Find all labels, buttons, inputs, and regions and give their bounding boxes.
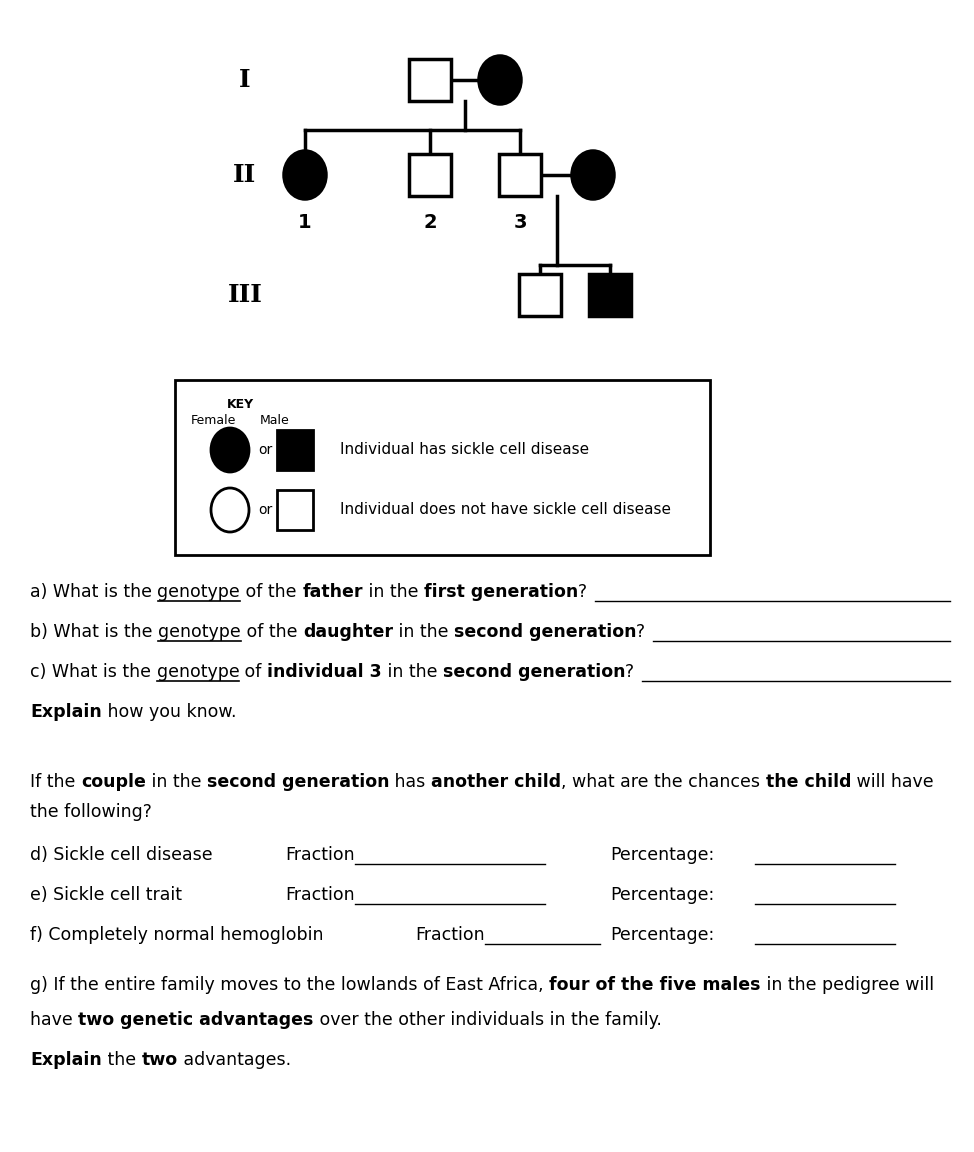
Text: in the: in the — [393, 623, 454, 641]
Bar — [589, 274, 631, 316]
Text: couple: couple — [81, 773, 146, 791]
Bar — [409, 59, 451, 101]
Text: in the: in the — [382, 664, 443, 681]
Text: two genetic advantages: two genetic advantages — [78, 1011, 314, 1029]
Text: genotype: genotype — [157, 664, 240, 681]
Text: or: or — [258, 503, 273, 517]
Text: Explain: Explain — [30, 703, 101, 721]
Text: has: has — [390, 773, 431, 791]
Text: second generation: second generation — [443, 664, 625, 681]
Text: the: the — [101, 1051, 141, 1069]
Text: II: II — [234, 162, 256, 187]
Text: d) Sickle cell disease: d) Sickle cell disease — [30, 846, 212, 864]
Text: genotype: genotype — [158, 583, 241, 601]
Bar — [409, 154, 451, 196]
Ellipse shape — [284, 151, 326, 199]
Text: daughter: daughter — [303, 623, 393, 641]
Bar — [499, 154, 541, 196]
Text: Explain: Explain — [30, 1051, 101, 1069]
Text: in the: in the — [362, 583, 424, 601]
Text: Percentage:: Percentage: — [610, 846, 714, 864]
Text: g) If the entire family moves to the lowlands of East Africa,: g) If the entire family moves to the low… — [30, 976, 549, 994]
Ellipse shape — [211, 429, 249, 472]
Text: Individual does not have sickle cell disease: Individual does not have sickle cell dis… — [340, 502, 671, 517]
Text: of the: of the — [241, 623, 303, 641]
Text: first generation: first generation — [424, 583, 578, 601]
Text: 2: 2 — [423, 213, 436, 232]
Bar — [175, 380, 710, 555]
Text: genotype: genotype — [158, 623, 241, 641]
Text: Percentage:: Percentage: — [610, 886, 714, 904]
Text: have: have — [30, 1011, 78, 1029]
Text: father: father — [302, 583, 362, 601]
Text: the child: the child — [766, 773, 851, 791]
Bar — [277, 490, 313, 530]
Ellipse shape — [572, 151, 614, 199]
Text: will have: will have — [851, 773, 934, 791]
Text: If the: If the — [30, 773, 81, 791]
Text: four of the five males: four of the five males — [549, 976, 761, 994]
Text: Fraction: Fraction — [415, 926, 485, 943]
Text: two: two — [141, 1051, 177, 1069]
Text: b) What is the: b) What is the — [30, 623, 158, 641]
Text: how you know.: how you know. — [101, 703, 237, 721]
Text: in the: in the — [146, 773, 206, 791]
Text: 3: 3 — [513, 213, 527, 232]
Text: in the pedigree will: in the pedigree will — [761, 976, 934, 994]
Text: of: of — [240, 664, 267, 681]
Text: e) Sickle cell trait: e) Sickle cell trait — [30, 886, 182, 904]
Text: Male: Male — [260, 414, 290, 427]
Text: advantages.: advantages. — [177, 1051, 290, 1069]
Text: over the other individuals in the family.: over the other individuals in the family… — [314, 1011, 661, 1029]
Text: f) Completely normal hemoglobin: f) Completely normal hemoglobin — [30, 926, 323, 943]
Text: III: III — [228, 283, 262, 306]
Text: c) What is the: c) What is the — [30, 664, 157, 681]
Text: Percentage:: Percentage: — [610, 926, 714, 943]
Text: Fraction: Fraction — [285, 846, 355, 864]
Text: I: I — [240, 68, 251, 92]
Text: or: or — [258, 444, 273, 457]
Text: KEY: KEY — [226, 397, 253, 411]
Text: Fraction: Fraction — [285, 886, 355, 904]
Bar — [519, 274, 561, 316]
Text: a) What is the: a) What is the — [30, 583, 158, 601]
Text: , what are the chances: , what are the chances — [561, 773, 766, 791]
Text: the following?: the following? — [30, 803, 152, 821]
Text: Individual has sickle cell disease: Individual has sickle cell disease — [340, 442, 589, 457]
Ellipse shape — [479, 56, 521, 104]
Text: 1: 1 — [298, 213, 312, 232]
Ellipse shape — [211, 488, 249, 532]
Text: second generation: second generation — [454, 623, 636, 641]
Text: ?: ? — [578, 583, 587, 601]
Text: of the: of the — [241, 583, 302, 601]
Bar — [277, 430, 313, 470]
Text: another child: another child — [431, 773, 561, 791]
Text: Female: Female — [190, 414, 236, 427]
Text: second generation: second generation — [206, 773, 390, 791]
Text: ?: ? — [625, 664, 634, 681]
Text: individual 3: individual 3 — [267, 664, 382, 681]
Text: ?: ? — [636, 623, 646, 641]
